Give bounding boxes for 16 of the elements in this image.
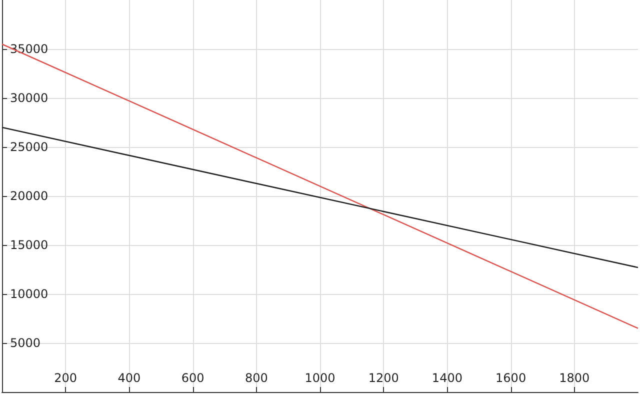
y-tick-label: 5000 — [10, 336, 41, 350]
x-tick-label: 400 — [118, 371, 141, 385]
y-tick-label: 25000 — [10, 140, 48, 154]
x-tick-label: 600 — [181, 371, 204, 385]
x-tick-label: 200 — [54, 371, 78, 385]
y-tick-label: 35000 — [10, 42, 48, 56]
y-tick-label: 15000 — [10, 238, 48, 252]
x-tick-label: 1800 — [559, 371, 590, 385]
y-tick-label: 20000 — [10, 189, 48, 203]
x-tick-label: 1600 — [496, 371, 526, 385]
y-tick-label: 10000 — [10, 287, 48, 301]
y-tick-label: 30000 — [10, 91, 48, 105]
x-tick-label: 1200 — [368, 371, 399, 385]
x-tick-label: 800 — [244, 371, 268, 385]
x-tick-label: 1400 — [432, 371, 462, 385]
x-tick-label: 1000 — [304, 371, 336, 385]
